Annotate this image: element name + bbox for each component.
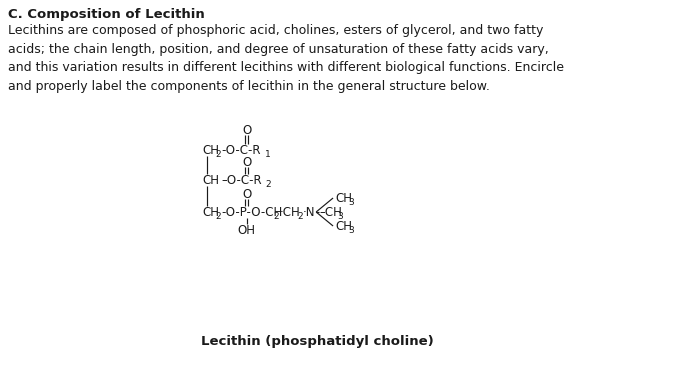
Text: 2: 2 — [216, 212, 221, 221]
Text: Lecithins are composed of phosphoric acid, cholines, esters of glycerol, and two: Lecithins are composed of phosphoric aci… — [7, 24, 563, 92]
Text: -O-C-R: -O-C-R — [221, 144, 261, 157]
Text: CH: CH — [335, 192, 352, 205]
Text: –O-C-R: –O-C-R — [221, 174, 262, 186]
Text: C. Composition of Lecithin: C. Composition of Lecithin — [7, 8, 204, 21]
Text: ·CH: ·CH — [280, 205, 300, 219]
Text: Lecithin (phosphatidyl choline): Lecithin (phosphatidyl choline) — [201, 335, 433, 348]
Text: O: O — [242, 155, 251, 168]
Text: 2: 2 — [266, 179, 271, 188]
Text: CH: CH — [202, 205, 219, 219]
Text: 2: 2 — [297, 212, 303, 221]
Text: 2: 2 — [274, 212, 280, 221]
Text: OH: OH — [237, 223, 255, 236]
Text: 3: 3 — [348, 198, 354, 206]
Text: O: O — [242, 188, 251, 201]
Text: 1: 1 — [266, 149, 271, 158]
Text: –CH: –CH — [319, 205, 342, 219]
Text: CH: CH — [202, 144, 219, 157]
Text: -O-P-O-CH: -O-P-O-CH — [221, 205, 282, 219]
Text: O: O — [242, 124, 251, 137]
Text: CH: CH — [202, 174, 219, 186]
Text: CH: CH — [335, 219, 352, 232]
Text: 2: 2 — [216, 149, 221, 158]
Text: 3: 3 — [337, 212, 342, 221]
Text: 3: 3 — [348, 225, 354, 235]
Text: ·N: ·N — [303, 205, 315, 219]
